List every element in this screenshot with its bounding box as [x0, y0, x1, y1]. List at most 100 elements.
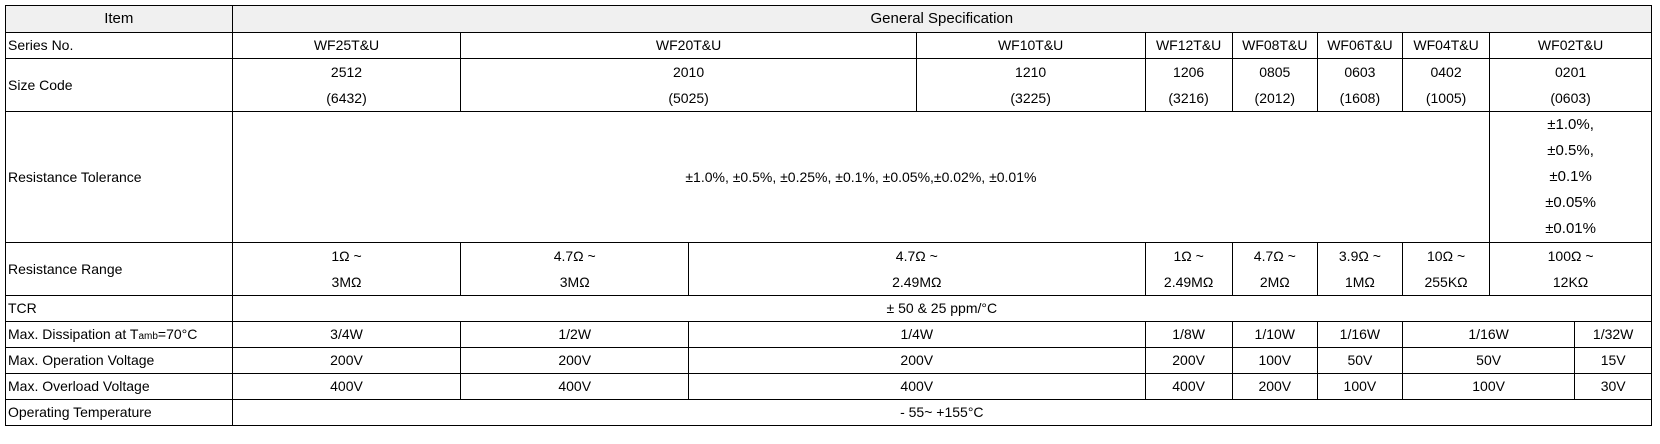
tolerance-value: ±0.1% — [1549, 168, 1592, 185]
size-code: 1210 — [1015, 64, 1047, 80]
size-cell: 0805 (2012) — [1231, 58, 1318, 112]
range-min: 4.7Ω ~ — [1253, 248, 1296, 264]
overload-voltage-cell: 400V — [460, 373, 690, 400]
series-cell: WF25T&U — [231, 32, 462, 59]
header-row: Item General Specification — [5, 5, 1653, 33]
series-label: Series No. — [5, 32, 233, 59]
dissipation-cell: 1/2W — [460, 321, 690, 348]
size-cell: 0402 (1005) — [1401, 58, 1491, 112]
size-metric: (5025) — [668, 90, 709, 106]
range-min: 4.7Ω ~ — [553, 248, 596, 264]
operation-voltage-cell: 200V — [1144, 347, 1233, 374]
range-cell: 1Ω ~ 2.49MΩ — [1144, 242, 1233, 296]
range-cell: 1Ω ~ 3MΩ — [231, 242, 462, 296]
tolerance-row: Resistance Tolerance ±1.0%, ±0.5%, ±0.25… — [5, 111, 1652, 243]
operation-voltage-cell: 200V — [688, 347, 1146, 374]
size-code: 1206 — [1173, 64, 1205, 80]
range-cell: 4.7Ω ~ 2MΩ — [1231, 242, 1318, 296]
series-cell: WF02T&U — [1489, 32, 1652, 59]
size-cell: 1206 (3216) — [1144, 58, 1233, 112]
size-label: Size Code — [5, 58, 233, 112]
size-cell: 2010 (5025) — [460, 58, 917, 112]
range-max: 255KΩ — [1424, 274, 1468, 290]
dissipation-label-sub: amb — [138, 331, 158, 343]
size-cell: 0201 (0603) — [1489, 58, 1652, 112]
size-metric: (1005) — [1425, 90, 1467, 106]
operation-voltage-cell: 100V — [1231, 347, 1318, 374]
series-cell: WF20T&U — [460, 32, 917, 59]
temperature-label: Operating Temperature — [5, 399, 233, 426]
series-cell: WF12T&U — [1144, 32, 1233, 59]
range-label: Resistance Range — [5, 242, 233, 296]
temperature-value: - 55~ +155°C — [231, 399, 1653, 426]
range-min: 1Ω ~ — [331, 248, 362, 264]
overload-voltage-cell: 200V — [1231, 373, 1318, 400]
header-item: Item — [5, 5, 233, 33]
range-cell: 10Ω ~ 255KΩ — [1401, 242, 1491, 296]
dissipation-cell: 1/16W — [1401, 321, 1576, 348]
tcr-row: TCR ± 50 & 25 ppm/°C — [5, 295, 1653, 322]
dissipation-cell: 3/4W — [231, 321, 462, 348]
series-cell: WF08T&U — [1231, 32, 1318, 59]
tolerance-label: Resistance Tolerance — [5, 111, 233, 243]
size-metric: (6432) — [326, 90, 367, 106]
operation-voltage-cell: 200V — [231, 347, 462, 374]
range-min: 1Ω ~ — [1173, 248, 1204, 264]
operation-voltage-cell: 50V — [1401, 347, 1576, 374]
range-cell: 100Ω ~ 12KΩ — [1489, 242, 1652, 296]
dissipation-label-prefix: Max. Dissipation at T — [8, 326, 139, 343]
overload-voltage-cell: 400V — [231, 373, 462, 400]
operation-voltage-cell: 200V — [460, 347, 690, 374]
overload-voltage-cell: 30V — [1574, 373, 1652, 400]
size-cell: 2512 (6432) — [231, 58, 462, 112]
range-max: 3MΩ — [559, 274, 590, 290]
size-metric: (0603) — [1550, 90, 1591, 106]
range-max: 2MΩ — [1259, 274, 1290, 290]
operation-voltage-cell: 50V — [1316, 347, 1403, 374]
dissipation-cell: 1/32W — [1574, 321, 1652, 348]
range-cell: 4.7Ω ~ 2.49MΩ — [688, 242, 1146, 296]
range-row: Resistance Range 1Ω ~ 3MΩ 4.7Ω ~ 3MΩ 4.7Ω … — [5, 242, 1652, 296]
spec-table: Item General Specification Series No. WF… — [5, 5, 1653, 426]
series-cell: WF04T&U — [1401, 32, 1491, 59]
overload-voltage-cell: 400V — [1144, 373, 1233, 400]
size-code: 2512 — [330, 64, 363, 80]
operation-voltage-row: Max. Operation Voltage 200V 200V 200V 20… — [5, 347, 1652, 374]
size-cell: 0603 (1608) — [1316, 58, 1403, 112]
size-cell: 1210 (3225) — [915, 58, 1146, 112]
dissipation-label: Max. Dissipation at Tamb=70°C — [5, 321, 233, 348]
overload-voltage-cell: 100V — [1401, 373, 1576, 400]
series-cell: WF06T&U — [1316, 32, 1403, 59]
size-code: 2010 — [672, 64, 705, 80]
range-min: 4.7Ω ~ — [895, 248, 938, 264]
tolerance-value: ±0.01% — [1545, 220, 1596, 237]
operation-voltage-label: Max. Operation Voltage — [5, 347, 233, 374]
dissipation-cell: 1/10W — [1231, 321, 1318, 348]
range-min: 100Ω ~ — [1547, 248, 1594, 264]
size-code: 0805 — [1259, 64, 1291, 80]
dissipation-cell: 1/8W — [1144, 321, 1233, 348]
series-row: Series No. WF25T&U WF20T&U WF10T&U WF12T… — [5, 32, 1652, 59]
size-row: Size Code 2512 (6432) 2010 (5025) 1210 (322… — [5, 58, 1652, 112]
dissipation-label-suffix: =70°C — [157, 326, 198, 343]
tolerance-value: ±0.5%, — [1547, 142, 1594, 159]
size-metric: (3225) — [1010, 90, 1051, 106]
range-min: 10Ω ~ — [1427, 248, 1466, 264]
tolerance-value: ±1.0%, — [1547, 116, 1594, 133]
range-max: 2.49MΩ — [1163, 274, 1214, 290]
size-metric: (2012) — [1254, 90, 1296, 106]
header-general-specification: General Specification — [231, 5, 1653, 33]
temperature-row: Operating Temperature - 55~ +155°C — [5, 399, 1653, 426]
series-cell: WF10T&U — [915, 32, 1146, 59]
range-max: 2.49MΩ — [892, 274, 942, 290]
tolerance-wf02: ±1.0%, ±0.5%, ±0.1% ±0.05% ±0.01% — [1489, 111, 1652, 243]
tolerance-main: ±1.0%, ±0.5%, ±0.25%, ±0.1%, ±0.05%,±0.0… — [231, 111, 1491, 243]
range-max: 1MΩ — [1344, 274, 1375, 290]
overload-voltage-cell: 400V — [688, 373, 1146, 400]
tcr-label: TCR — [5, 295, 233, 322]
size-code: 0201 — [1555, 64, 1587, 80]
size-code: 0402 — [1430, 64, 1462, 80]
tolerance-value: ±0.05% — [1545, 194, 1596, 211]
range-cell: 3.9Ω ~ 1MΩ — [1316, 242, 1403, 296]
range-cell: 4.7Ω ~ 3MΩ — [460, 242, 690, 296]
